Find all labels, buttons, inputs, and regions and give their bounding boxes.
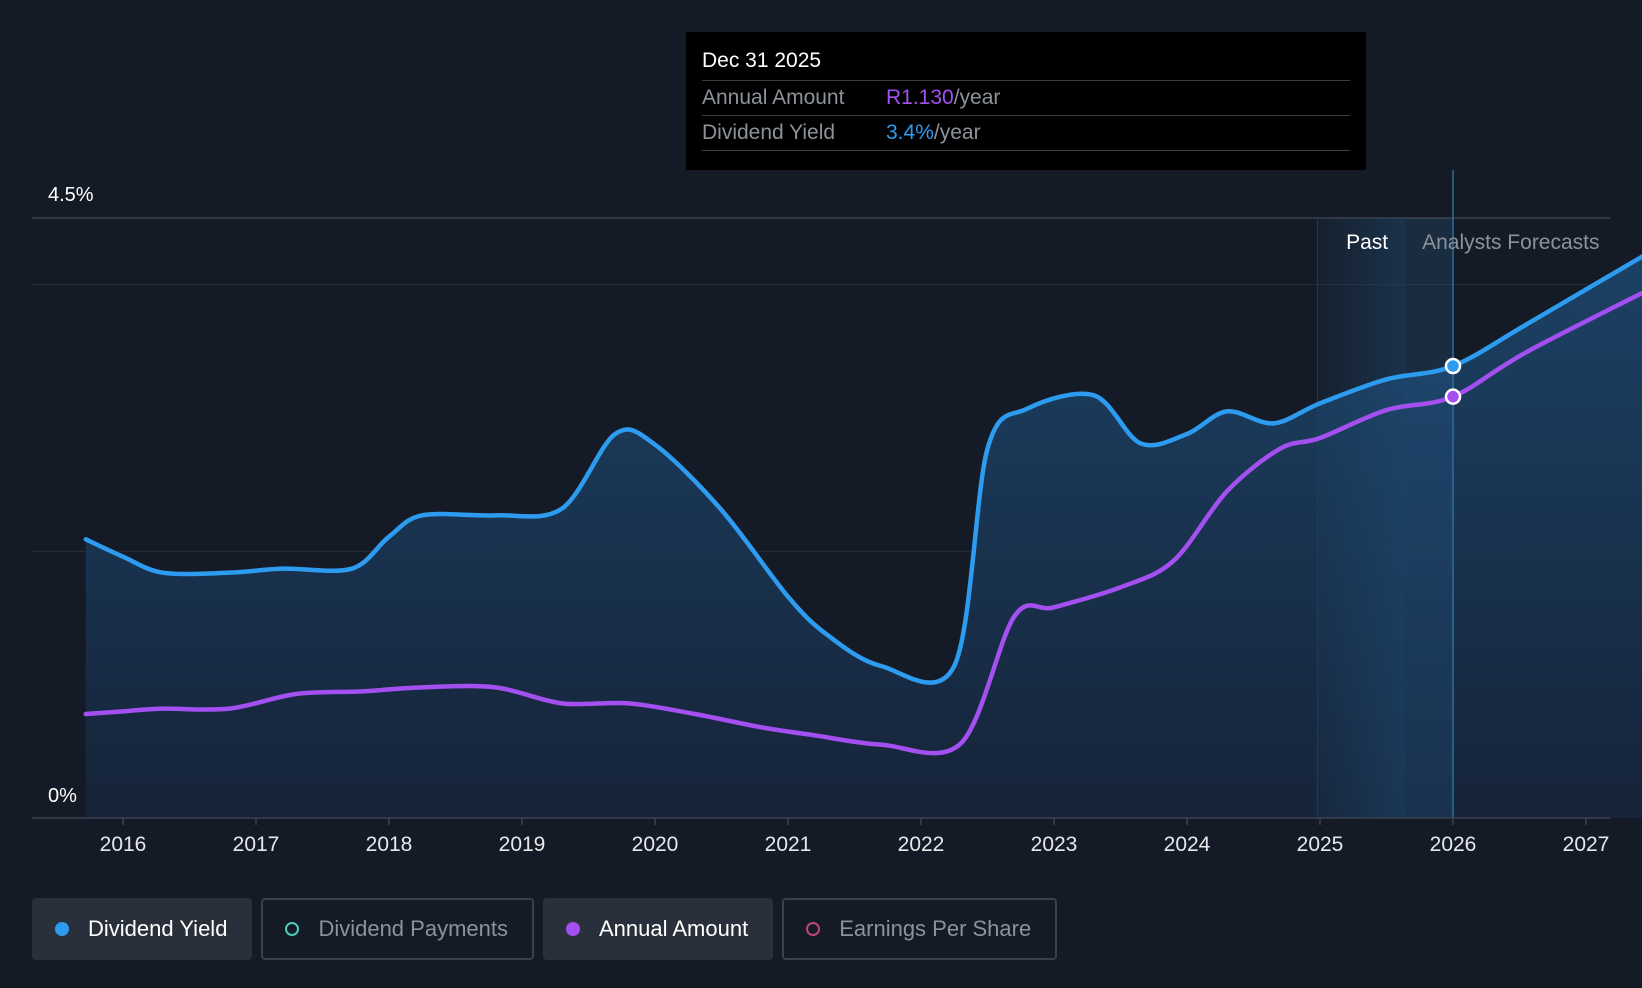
y-top-label: 4.5% bbox=[48, 184, 94, 206]
tooltip-unit: /year bbox=[933, 121, 981, 144]
x-tick-label: 2027 bbox=[1563, 833, 1610, 856]
x-tick-label: 2026 bbox=[1430, 833, 1477, 856]
y-bottom-label: 0% bbox=[48, 785, 77, 807]
legend-label: Earnings Per Share bbox=[839, 916, 1032, 941]
tooltip-value: 3.4% bbox=[886, 121, 934, 144]
chart-legend: Dividend Yield Dividend Payments Annual … bbox=[32, 898, 1066, 960]
x-tick-label: 2017 bbox=[233, 833, 280, 856]
dot-outline-icon bbox=[285, 922, 300, 936]
hover-marker bbox=[1444, 388, 1462, 405]
past-shade-band bbox=[1317, 218, 1406, 818]
hover-marker bbox=[1444, 357, 1462, 375]
dot-filled-icon bbox=[565, 922, 580, 936]
annual-amount-line bbox=[83, 290, 1642, 756]
area-layer bbox=[85, 256, 1642, 818]
marker-layer bbox=[1444, 357, 1462, 405]
legend-label: Dividend Yield bbox=[88, 916, 228, 941]
x-tick-label: 2022 bbox=[898, 833, 945, 856]
x-tick-label: 2025 bbox=[1297, 833, 1344, 856]
shade-layer bbox=[1316, 170, 1454, 818]
tooltip-label: Annual Amount bbox=[702, 86, 845, 109]
legend-dividend-payments-button[interactable]: Dividend Payments bbox=[261, 898, 534, 960]
dot-outline-icon bbox=[806, 922, 821, 936]
forecast-label: Analysts Forecasts bbox=[1422, 231, 1599, 254]
x-tick-label: 2016 bbox=[100, 833, 147, 856]
tooltip-row-annual-amount: Annual Amount R1.130 /year bbox=[702, 81, 1350, 116]
dividend-yield-line bbox=[83, 254, 1642, 685]
x-tick-label: 2023 bbox=[1031, 833, 1078, 856]
x-tick-label: 2019 bbox=[499, 833, 546, 856]
x-tick-label: 2018 bbox=[366, 833, 413, 856]
highlight-band bbox=[1405, 218, 1453, 818]
past-label: Past bbox=[1346, 231, 1388, 254]
legend-label: Annual Amount bbox=[598, 916, 749, 941]
legend-label: Dividend Payments bbox=[318, 916, 508, 941]
legend-dividend-yield-button[interactable]: Dividend Yield bbox=[32, 898, 253, 960]
tooltip-date: Dec 31 2025 bbox=[702, 46, 1350, 81]
chart-tooltip: Dec 31 2025 Annual Amount R1.130 /year D… bbox=[686, 32, 1366, 170]
legend-annual-amount-button[interactable]: Annual Amount bbox=[542, 898, 774, 960]
x-tick-label: 2021 bbox=[765, 833, 812, 856]
tooltip-row-dividend-yield: Dividend Yield 3.4% /year bbox=[702, 116, 1350, 151]
x-tick-label: 2020 bbox=[632, 833, 679, 856]
tooltip-label: Dividend Yield bbox=[702, 121, 836, 144]
tooltip-value: R1.130 bbox=[886, 86, 954, 109]
axis-layer: 2016 2017 2018 2019 2020 2021 2022 2023 2024 2025… bbox=[32, 184, 1610, 856]
legend-earnings-per-share-button[interactable]: Earnings Per Share bbox=[782, 898, 1058, 960]
line-layer bbox=[83, 254, 1642, 756]
x-tick-label: 2024 bbox=[1164, 833, 1211, 856]
tooltip-unit: /year bbox=[953, 86, 1001, 109]
dot-filled-icon bbox=[55, 922, 69, 936]
yield-area bbox=[85, 256, 1642, 818]
